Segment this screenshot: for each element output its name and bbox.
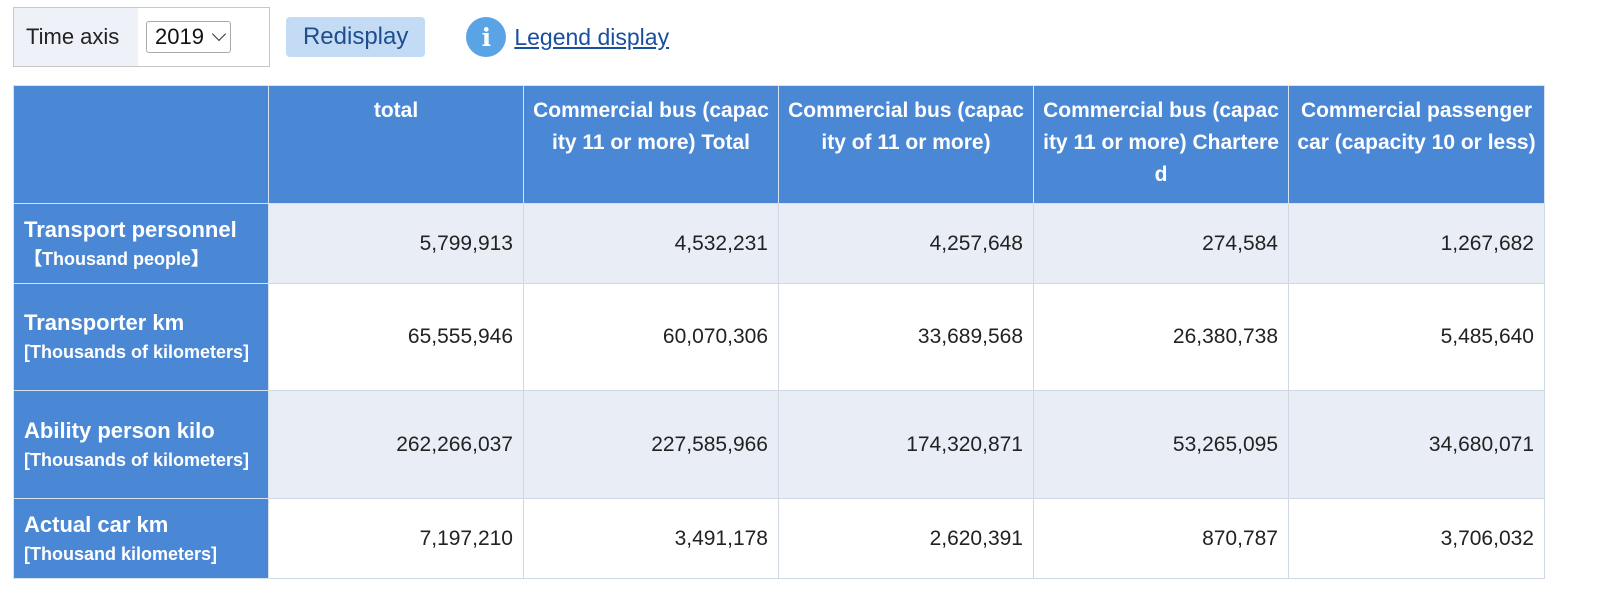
toolbar: Time axis 2019 Redisplay i Legend displa… [13, 6, 669, 68]
table-cell: 33,689,568 [778, 283, 1034, 391]
chevron-down-icon [211, 26, 227, 42]
column-header: Commercial passenger car (capacity 10 or… [1288, 85, 1545, 204]
column-header: Commercial bus (capacity 11 or more) Tot… [523, 85, 779, 204]
table-cell: 60,070,306 [523, 283, 779, 391]
row-unit: [Thousands of kilometers] [24, 449, 250, 470]
table-cell: 1,267,682 [1288, 203, 1545, 284]
row-header: Transporter km [Thousands of kilometers] [13, 283, 269, 391]
table-cell: 2,620,391 [778, 498, 1034, 579]
year-select[interactable]: 2019 [146, 21, 231, 53]
row-unit: 【Thousand people】 [24, 248, 210, 269]
row-label: Actual car km [24, 511, 169, 537]
table-cell: 26,380,738 [1033, 283, 1289, 391]
row-label: Transporter km [24, 310, 185, 335]
legend-display-link[interactable]: Legend display [514, 23, 670, 50]
table-cell: 262,266,037 [268, 390, 524, 499]
row-header: Ability person kilo [Thousands of kilome… [13, 390, 269, 499]
time-axis-label: Time axis [14, 8, 138, 66]
statistics-table: total Commercial bus (capacity 11 or mor… [13, 85, 1545, 579]
table-cell: 274,584 [1033, 203, 1289, 284]
row-unit: [Thousands of kilometers] [24, 342, 250, 362]
table-row: Transport personnel 【Thousand people】 5,… [13, 203, 1545, 284]
redisplay-button[interactable]: Redisplay [285, 17, 426, 57]
row-label: Transport personnel [24, 216, 237, 242]
table-row: Transporter km [Thousands of kilometers]… [13, 283, 1545, 391]
table-cell: 7,197,210 [268, 498, 524, 579]
year-select-value: 2019 [155, 24, 204, 49]
table-row: Actual car km [Thousand kilometers] 7,19… [13, 498, 1545, 579]
table-cell: 4,257,648 [778, 203, 1034, 284]
table-row: Ability person kilo [Thousands of kilome… [13, 390, 1545, 499]
info-icon[interactable]: i [466, 17, 507, 57]
table-cell: 174,320,871 [778, 390, 1034, 499]
legend-display: i Legend display [466, 17, 669, 57]
column-header: Commercial bus (capacity of 11 or more) [778, 85, 1034, 204]
table-cell: 53,265,095 [1033, 390, 1289, 499]
row-header: Actual car km [Thousand kilometers] [13, 498, 269, 579]
table-header-row: total Commercial bus (capacity 11 or mor… [13, 85, 1545, 204]
row-unit: [Thousand kilometers] [24, 543, 218, 564]
row-header: Transport personnel 【Thousand people】 [13, 203, 269, 284]
table-corner-cell [13, 85, 269, 204]
column-header: total [268, 85, 524, 204]
table-cell: 227,585,966 [523, 390, 779, 499]
table-cell: 34,680,071 [1288, 390, 1545, 499]
time-axis-select-wrap: 2019 [138, 8, 269, 66]
table-cell: 4,532,231 [523, 203, 779, 284]
table-cell: 870,787 [1033, 498, 1289, 579]
row-label: Ability person kilo [24, 417, 215, 443]
table-cell: 5,799,913 [268, 203, 524, 284]
column-header: Commercial bus (capacity 11 or more) Cha… [1033, 85, 1289, 204]
table-cell: 65,555,946 [268, 283, 524, 391]
table-cell: 3,491,178 [523, 498, 779, 579]
time-axis-control: Time axis 2019 [13, 7, 270, 67]
table-cell: 5,485,640 [1288, 283, 1545, 391]
table-cell: 3,706,032 [1288, 498, 1545, 579]
